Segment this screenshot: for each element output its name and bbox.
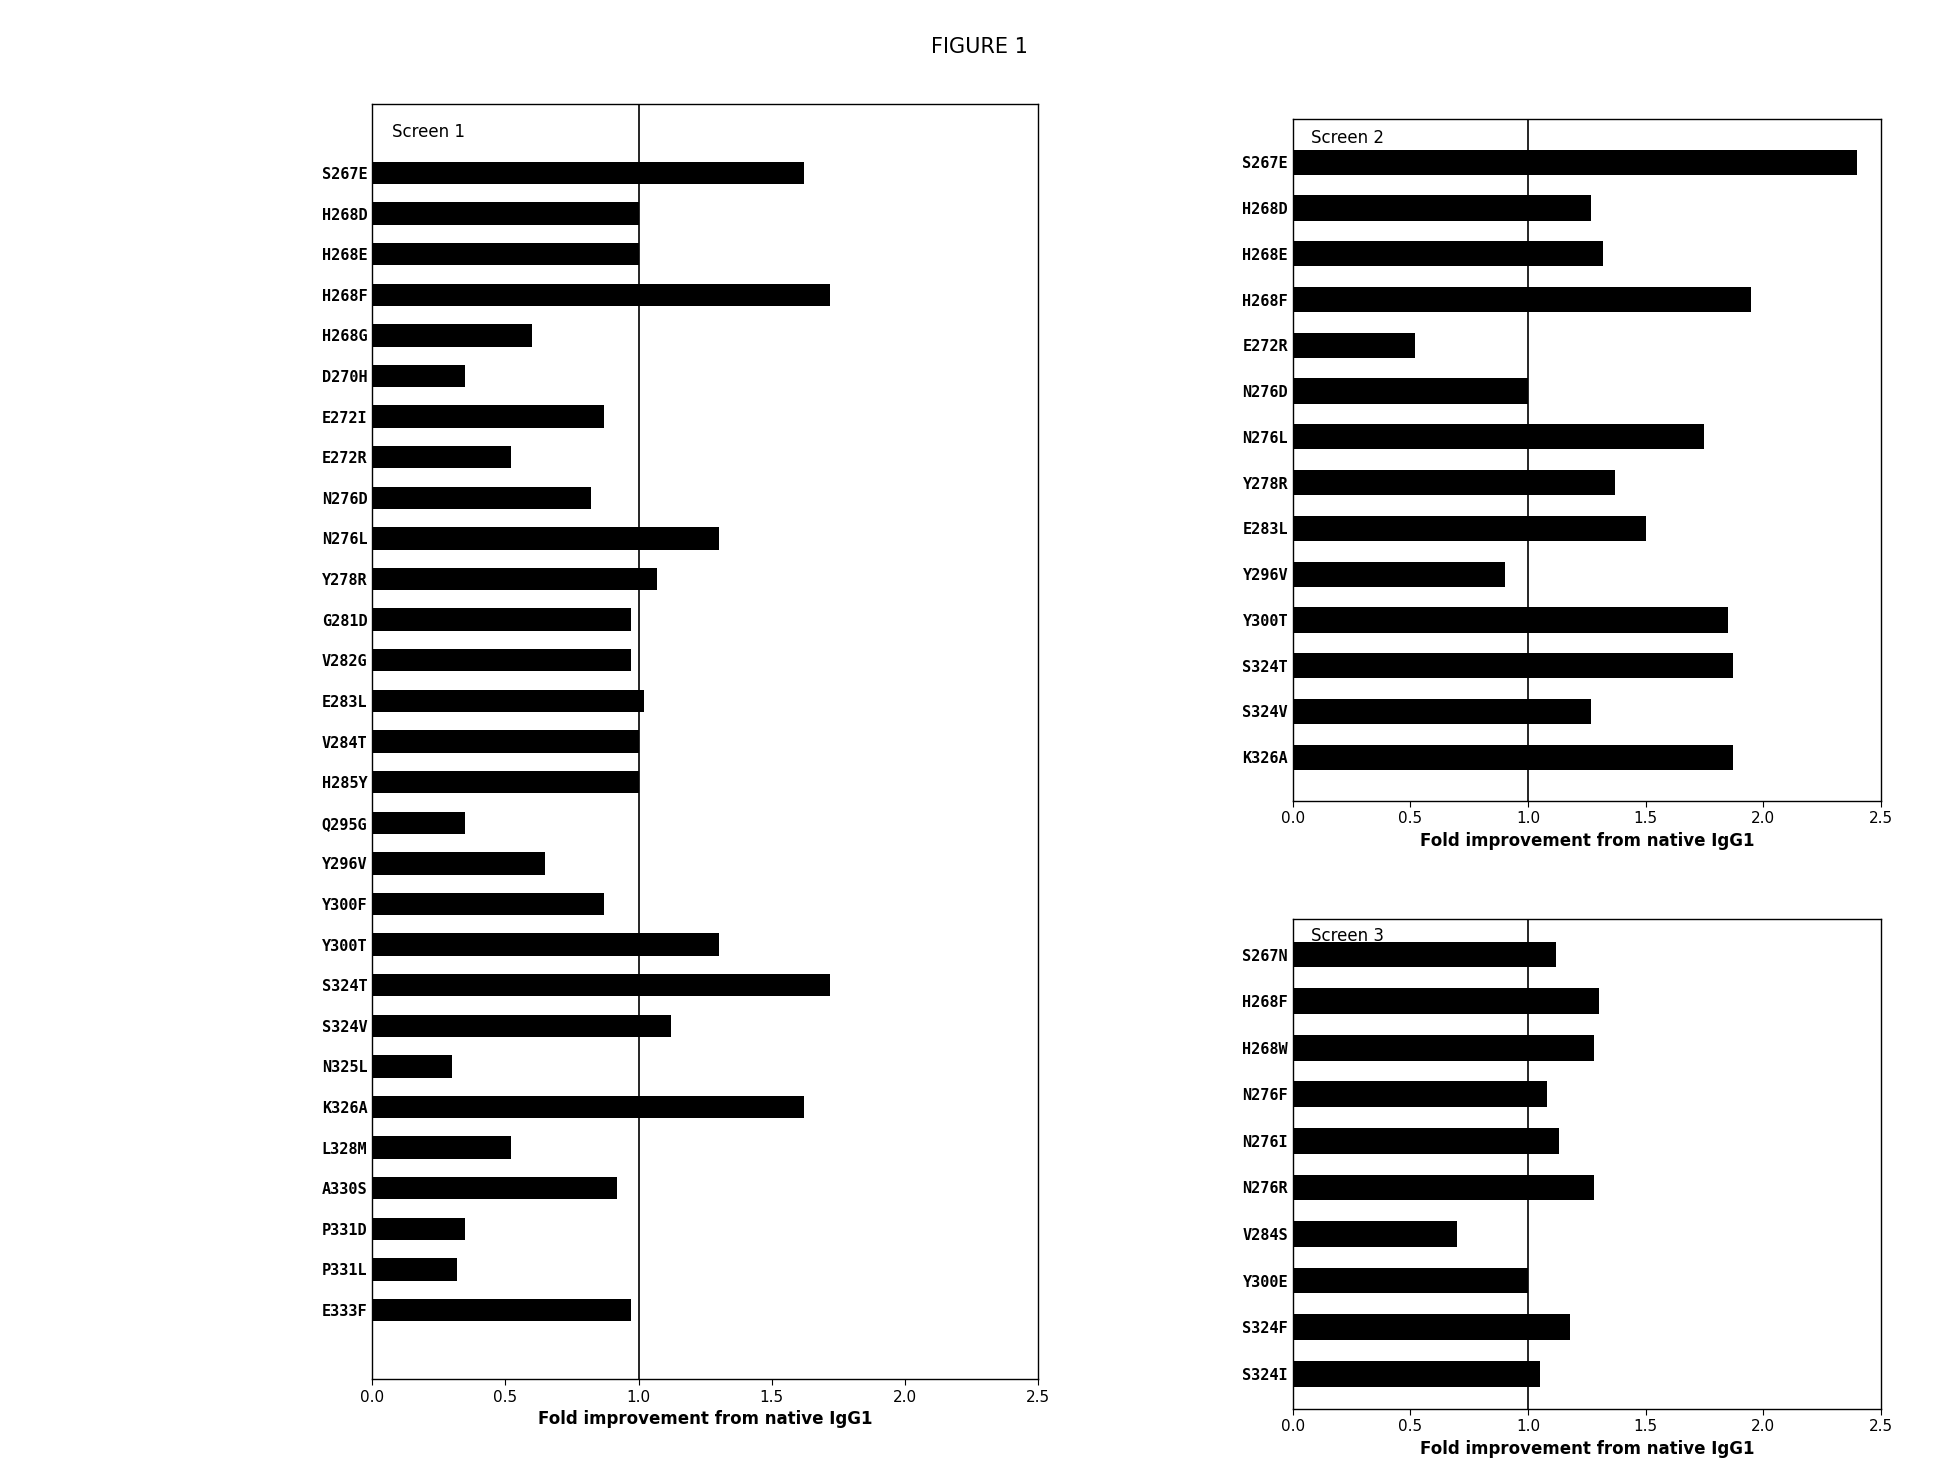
Bar (372, 730, 639, 753)
Bar (1293, 516, 1646, 541)
Bar (1293, 1175, 1595, 1200)
Text: FIGURE 1: FIGURE 1 (931, 37, 1028, 56)
Bar (1293, 424, 1704, 449)
Bar (1293, 1035, 1595, 1060)
Bar (1293, 1314, 1571, 1341)
Bar (372, 568, 658, 590)
Bar (372, 243, 639, 265)
X-axis label: Fold improvement from native IgG1: Fold improvement from native IgG1 (539, 1410, 872, 1428)
Bar (372, 811, 466, 833)
Bar (372, 162, 803, 184)
Bar (1293, 562, 1505, 587)
Bar (372, 1258, 458, 1281)
Bar (372, 1299, 631, 1321)
Bar (372, 486, 592, 509)
Bar (372, 690, 645, 712)
Bar (1293, 744, 1732, 770)
Bar (372, 608, 631, 630)
Bar (1293, 1361, 1540, 1387)
Bar (372, 405, 603, 427)
Bar (372, 853, 545, 875)
Bar (1293, 470, 1614, 495)
Bar (1293, 1268, 1528, 1293)
Bar (1293, 608, 1728, 633)
Bar (1293, 1221, 1457, 1247)
Text: Screen 1: Screen 1 (392, 123, 464, 141)
Bar (372, 1014, 670, 1037)
Bar (372, 1218, 466, 1240)
Bar (1293, 698, 1591, 724)
Bar (1293, 242, 1602, 267)
Bar (372, 528, 719, 550)
Bar (372, 974, 831, 997)
Bar (372, 650, 631, 672)
Bar (372, 1178, 617, 1200)
Text: Screen 3: Screen 3 (1311, 927, 1383, 945)
Bar (1293, 286, 1751, 311)
Bar (1293, 942, 1555, 967)
Bar (372, 283, 831, 305)
Bar (372, 325, 533, 347)
Bar (372, 365, 466, 387)
Bar (372, 893, 603, 915)
Bar (372, 202, 639, 225)
X-axis label: Fold improvement from native IgG1: Fold improvement from native IgG1 (1420, 832, 1753, 850)
Bar (1293, 332, 1414, 357)
Text: Screen 2: Screen 2 (1311, 129, 1383, 147)
Bar (372, 1136, 511, 1158)
Bar (372, 446, 511, 469)
Bar (372, 1096, 803, 1118)
Bar (1293, 988, 1599, 1014)
Bar (1293, 1129, 1559, 1154)
Bar (372, 1056, 453, 1078)
X-axis label: Fold improvement from native IgG1: Fold improvement from native IgG1 (1420, 1440, 1753, 1458)
Bar (1293, 196, 1591, 221)
Bar (372, 933, 719, 955)
Bar (1293, 378, 1528, 403)
Bar (1293, 1081, 1548, 1108)
Bar (1293, 653, 1732, 678)
Bar (372, 771, 639, 793)
Bar (1293, 150, 1857, 175)
